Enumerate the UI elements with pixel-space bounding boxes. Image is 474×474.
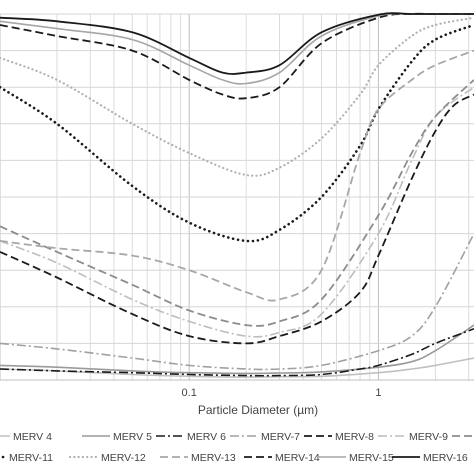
- series-line-merv-5: [0, 324, 474, 375]
- legend-label: MERV-11: [9, 452, 53, 464]
- legend-label: MERV 5: [113, 431, 152, 443]
- legend-label: MERV-13: [191, 452, 236, 464]
- legend-label: MERV-16: [423, 452, 468, 464]
- legend-label: MERV 6: [187, 431, 226, 443]
- legend-label: MERV-8: [335, 431, 374, 443]
- series-line-merv-16: [0, 12, 474, 75]
- series-line-merv-6: [0, 328, 474, 377]
- legend-label: MERV 4: [13, 431, 52, 443]
- x-tick-label: 0.1: [182, 387, 197, 399]
- series-line-merv-10: [0, 79, 474, 327]
- series-line-merv-13: [0, 49, 474, 302]
- x-tick-label: 1: [375, 387, 381, 399]
- series-line-merv-12: [0, 16, 474, 177]
- legend-label: MERV-7: [261, 431, 300, 443]
- legend-label: MERV-14: [275, 452, 320, 464]
- series-line-merv-7: [0, 233, 474, 371]
- series-line-merv-11: [0, 23, 474, 243]
- legend-label: MERV-9: [409, 431, 448, 443]
- series-line-merv-9: [0, 86, 474, 338]
- x-axis-title: Particle Diameter (µm): [198, 403, 318, 417]
- series-lines: [0, 12, 474, 378]
- series-line-merv-14: [0, 12, 474, 100]
- legend: MERV 4 MERV 5 MERV 6 MERV-7 MERV-8 MERV-9 MERV…: [0, 431, 474, 464]
- legend-label: MERV-15: [349, 452, 394, 464]
- x-tick-labels: 0.1 1: [182, 387, 382, 399]
- gridlines: [0, 13, 474, 381]
- legend-label: MERV-12: [101, 452, 146, 464]
- series-line-merv-8: [0, 93, 474, 345]
- series-line-merv-4: [0, 357, 474, 378]
